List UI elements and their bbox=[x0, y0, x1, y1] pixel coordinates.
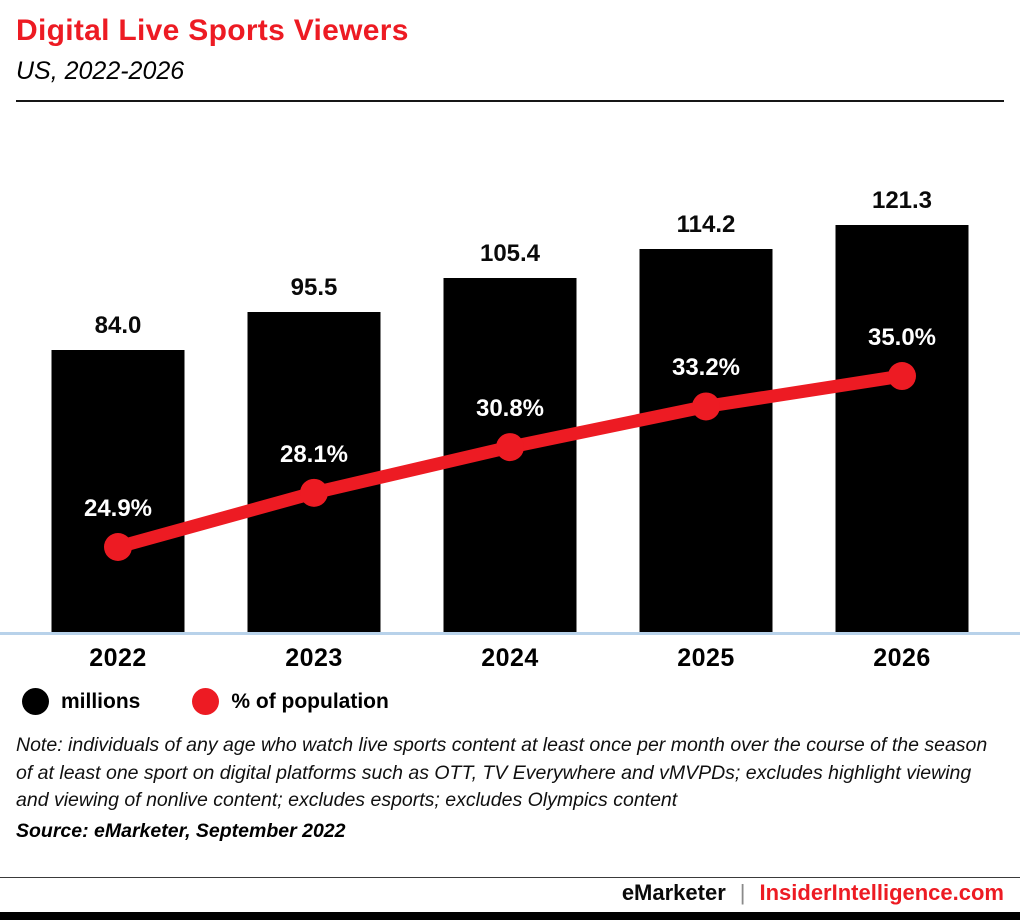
header-divider bbox=[16, 100, 1004, 102]
legend-item-population: % of population bbox=[192, 688, 389, 715]
insider-intelligence-logo-text: InsiderIntelligence.com bbox=[759, 880, 1004, 905]
legend-label: millions bbox=[61, 689, 141, 713]
x-axis-label-2026: 2026 bbox=[873, 644, 931, 672]
x-axis-label-2022: 2022 bbox=[89, 644, 147, 672]
line-dot-2023 bbox=[300, 478, 328, 507]
line-dot-2024 bbox=[496, 433, 524, 462]
line-dot-2022 bbox=[104, 533, 132, 561]
bar-2026 bbox=[835, 225, 969, 632]
source-line: Source: eMarketer, September 2022 bbox=[16, 820, 346, 843]
footer-divider bbox=[0, 877, 1020, 878]
footnote: Note: individuals of any age who watch l… bbox=[16, 734, 988, 812]
bar-value-label-2022: 84.0 bbox=[94, 312, 142, 339]
chart-column-2025: 114.2 33.2% bbox=[608, 152, 804, 632]
chart-page: Digital Live Sports Viewers US, 2022-202… bbox=[0, 14, 1020, 843]
bar-2023 bbox=[247, 312, 381, 632]
population-dot-icon bbox=[192, 688, 220, 715]
legend-label: % of population bbox=[231, 689, 389, 713]
line-value-label-2023: 28.1% bbox=[279, 440, 349, 468]
chart-subtitle: US, 2022-2026 bbox=[16, 57, 185, 85]
x-axis-label-2025: 2025 bbox=[677, 644, 735, 672]
x-axis-label-2023: 2023 bbox=[285, 644, 343, 672]
x-axis-baseline bbox=[0, 632, 1020, 635]
line-value-label-2022: 24.9% bbox=[83, 495, 153, 522]
millions-dot-icon bbox=[22, 688, 49, 715]
chart-column-2022: 84.0 24.9% bbox=[20, 152, 216, 632]
chart-column-2023: 95.5 28.1% bbox=[216, 152, 412, 632]
line-value-label-2026: 35.0% bbox=[867, 324, 937, 352]
line-value-label-2024: 30.8% bbox=[475, 395, 545, 423]
x-axis-labels: 2022 2023 2024 2025 2026 bbox=[16, 635, 1004, 673]
chart-title: Digital Live Sports Viewers bbox=[16, 14, 409, 47]
line-value-label-2025: 33.2% bbox=[671, 354, 741, 382]
population-line-overlay bbox=[104, 362, 916, 561]
footer-separator: | bbox=[739, 880, 746, 905]
bar-value-label-2024: 105.4 bbox=[479, 240, 541, 267]
line-dot-2026 bbox=[888, 362, 916, 391]
bar-2025 bbox=[639, 249, 773, 632]
bar-value-label-2025: 114.2 bbox=[676, 211, 736, 238]
x-axis-label-2024: 2024 bbox=[481, 644, 539, 672]
plot-area: 84.0 24.9% 95.5 28.1% 105.4 30.8% 114.2 33.2% 12… bbox=[20, 152, 1000, 632]
bar-value-label-2023: 95.5 bbox=[290, 274, 338, 301]
bar-line-chart: 84.0 24.9% 95.5 28.1% 105.4 30.8% 114.2 33.2% 12… bbox=[16, 152, 1004, 632]
bar-value-label-2026: 121.3 bbox=[871, 187, 933, 214]
line-dot-2025 bbox=[692, 392, 720, 421]
chart-legend: millions % of population bbox=[16, 688, 1004, 715]
bar-2022 bbox=[51, 350, 185, 632]
bottom-black-bar bbox=[0, 912, 1020, 920]
emarketer-logo-text: eMarketer bbox=[621, 880, 726, 905]
footer-branding: eMarketer | InsiderIntelligence.com bbox=[622, 880, 1004, 906]
legend-item-millions: millions bbox=[22, 688, 140, 715]
chart-column-2026: 121.3 35.0% bbox=[804, 152, 1000, 632]
